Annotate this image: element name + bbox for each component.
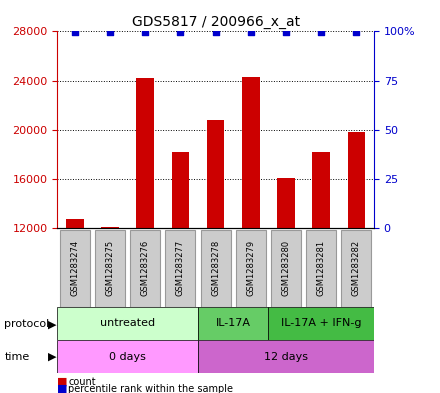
Bar — [268, 307, 374, 340]
Bar — [172, 152, 189, 228]
FancyBboxPatch shape — [236, 230, 266, 307]
FancyBboxPatch shape — [165, 230, 195, 307]
FancyBboxPatch shape — [60, 230, 90, 307]
Bar — [207, 120, 224, 228]
Bar — [198, 340, 374, 373]
Bar — [57, 340, 198, 373]
Text: IL-17A + IFN-g: IL-17A + IFN-g — [281, 318, 361, 328]
Bar — [312, 152, 330, 228]
FancyBboxPatch shape — [130, 230, 160, 307]
Bar — [57, 307, 198, 340]
Text: ▶: ▶ — [48, 319, 56, 329]
Point — [282, 29, 290, 36]
Point — [353, 29, 360, 36]
Text: GSM1283277: GSM1283277 — [176, 240, 185, 296]
Bar — [348, 132, 365, 228]
Point — [177, 29, 184, 36]
Bar — [198, 307, 268, 340]
Point — [212, 29, 219, 36]
Bar — [277, 178, 295, 228]
Text: GSM1283275: GSM1283275 — [106, 240, 114, 296]
Text: GSM1283280: GSM1283280 — [282, 240, 290, 296]
FancyBboxPatch shape — [306, 230, 336, 307]
Text: 0 days: 0 days — [109, 352, 146, 362]
FancyBboxPatch shape — [341, 230, 371, 307]
Text: time: time — [4, 352, 29, 362]
Point — [142, 29, 149, 36]
Bar — [136, 78, 154, 228]
Text: protocol: protocol — [4, 319, 50, 329]
FancyBboxPatch shape — [271, 230, 301, 307]
Text: GSM1283274: GSM1283274 — [70, 240, 79, 296]
FancyBboxPatch shape — [201, 230, 231, 307]
Text: percentile rank within the sample: percentile rank within the sample — [68, 384, 233, 393]
Point — [106, 29, 114, 36]
Bar — [66, 219, 84, 228]
Text: untreated: untreated — [100, 318, 155, 328]
Text: ■: ■ — [57, 377, 68, 387]
Bar — [101, 227, 119, 228]
Text: ▶: ▶ — [48, 352, 56, 362]
Point — [247, 29, 254, 36]
Text: ■: ■ — [57, 384, 68, 393]
Text: GSM1283276: GSM1283276 — [141, 240, 150, 296]
FancyBboxPatch shape — [95, 230, 125, 307]
Bar — [242, 77, 260, 228]
Point — [71, 29, 78, 36]
Text: count: count — [68, 377, 96, 387]
Text: GSM1283281: GSM1283281 — [317, 240, 326, 296]
Text: GSM1283278: GSM1283278 — [211, 240, 220, 296]
Point — [318, 29, 325, 36]
Text: GSM1283279: GSM1283279 — [246, 240, 255, 296]
Text: GSM1283282: GSM1283282 — [352, 240, 361, 296]
Text: IL-17A: IL-17A — [216, 318, 251, 328]
Title: GDS5817 / 200966_x_at: GDS5817 / 200966_x_at — [132, 15, 300, 29]
Text: 12 days: 12 days — [264, 352, 308, 362]
